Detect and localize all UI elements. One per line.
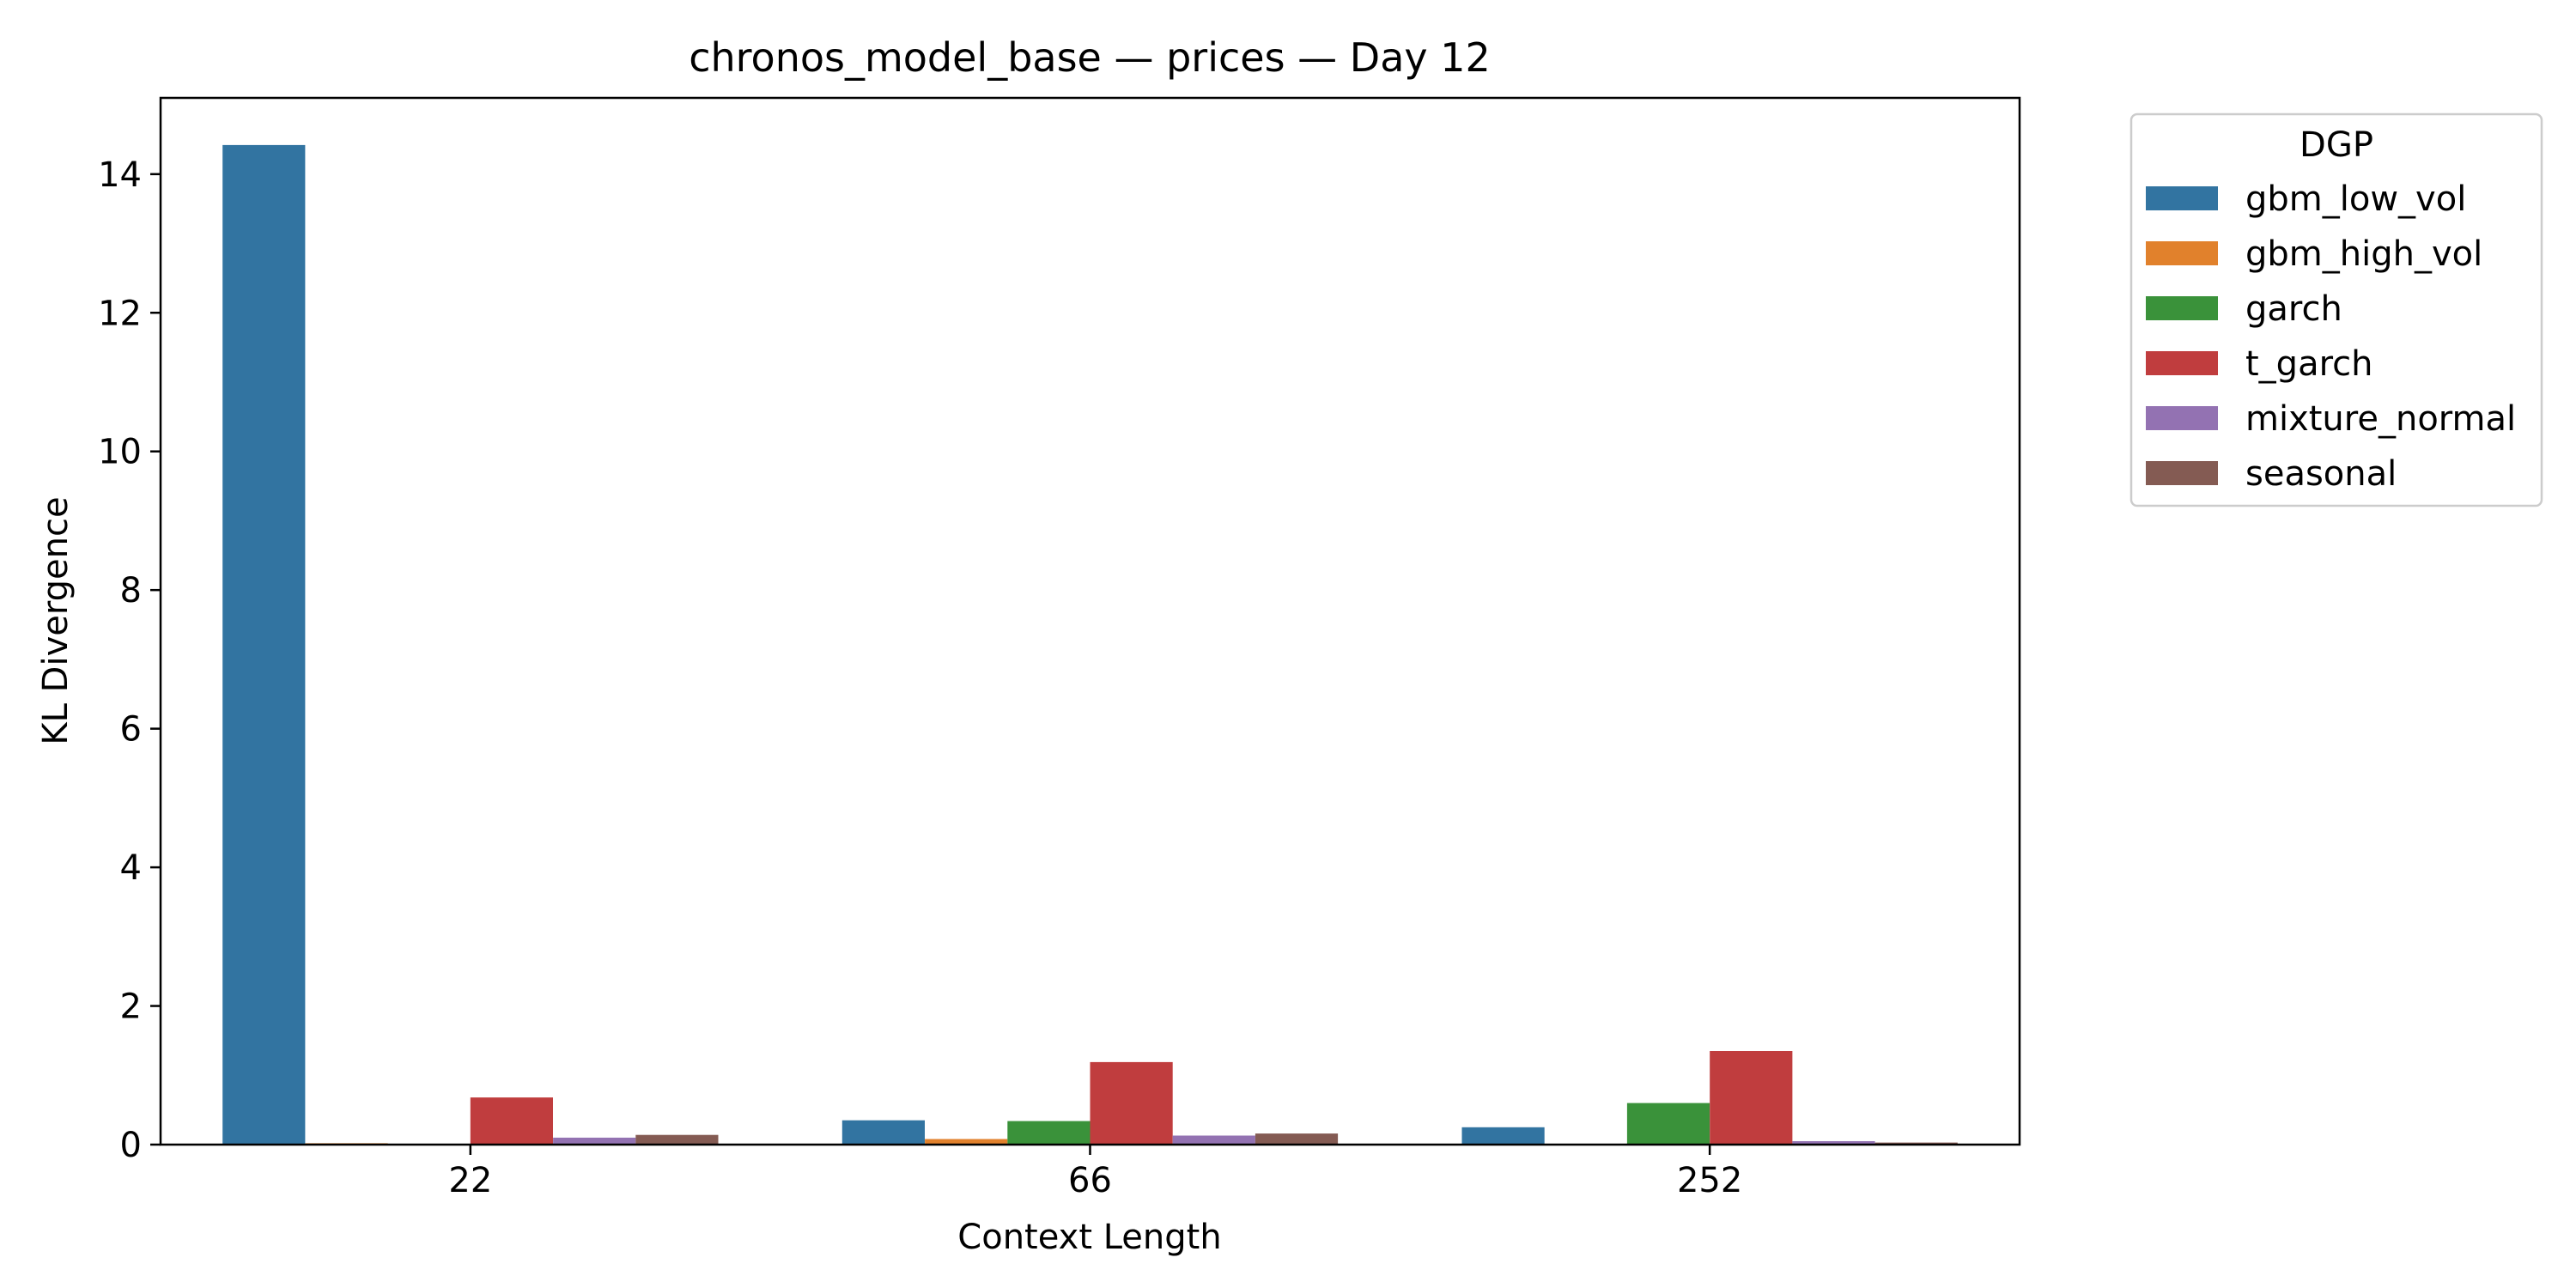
y-axis-label: KL Divergence (36, 496, 76, 744)
x-tick-label: 252 (1677, 1161, 1742, 1200)
bar-seasonal-66 (1255, 1133, 1339, 1145)
bar-garch-252 (1626, 1103, 1710, 1145)
y-tick-label: 12 (98, 294, 142, 333)
y-tick-label: 8 (120, 571, 142, 611)
legend-frame (2129, 112, 2543, 507)
legend-swatch (2146, 351, 2218, 375)
bar-t_garch-66 (1090, 1061, 1173, 1145)
legend-item-mixture_normal: mixture_normal (2146, 399, 2516, 439)
y-tick-label: 4 (120, 848, 142, 888)
legend-swatch (2146, 186, 2218, 210)
bar-gbm_high_vol-66 (925, 1139, 1008, 1145)
bars-layer (222, 144, 1958, 1145)
legend-item-gbm_high_vol: gbm_high_vol (2146, 234, 2482, 274)
legend-label: mixture_normal (2245, 399, 2516, 439)
y-axis: 0 2 4 6 8 10 12 14 (98, 155, 161, 1165)
legend-swatch (2146, 241, 2218, 265)
bar-mixture_normal-66 (1172, 1135, 1255, 1145)
y-tick-label: 6 (120, 710, 142, 750)
legend-label: garch (2245, 289, 2342, 329)
y-tick-label: 2 (120, 987, 142, 1027)
bar-seasonal-22 (635, 1134, 719, 1145)
legend-swatch (2146, 296, 2218, 320)
bar-gbm_low_vol-252 (1461, 1127, 1545, 1145)
legend-item-seasonal: seasonal (2146, 454, 2397, 494)
legend-title: DGP (2300, 125, 2373, 165)
x-tick-label: 22 (448, 1161, 492, 1200)
legend-label: seasonal (2245, 454, 2397, 494)
x-axis-label: Context Length (957, 1218, 1221, 1257)
legend-item-garch: garch (2146, 289, 2342, 329)
y-tick-label: 0 (120, 1126, 142, 1165)
bar-t_garch-22 (470, 1097, 553, 1145)
bar-gbm_low_vol-66 (841, 1120, 925, 1145)
bar-mixture_normal-22 (553, 1137, 636, 1145)
legend-swatch (2146, 461, 2218, 485)
legend-item-gbm_low_vol: gbm_low_vol (2146, 179, 2466, 219)
legend-label: t_garch (2245, 344, 2373, 384)
legend-item-t_garch: t_garch (2146, 344, 2373, 384)
y-tick-label: 14 (98, 155, 142, 195)
y-tick-label: 10 (98, 433, 142, 472)
chart-title: chronos_model_base — prices — Day 12 (689, 34, 1491, 81)
x-tick-label: 66 (1068, 1161, 1112, 1200)
x-axis: 22 66 252 (448, 1145, 1742, 1200)
bar-mixture_normal-252 (1792, 1141, 1875, 1145)
legend-label: gbm_low_vol (2245, 179, 2466, 219)
bar-gbm_low_vol-22 (222, 144, 306, 1145)
legend-swatch (2146, 406, 2218, 430)
legend-label: gbm_high_vol (2245, 234, 2482, 274)
bar-t_garch-252 (1710, 1051, 1793, 1145)
bar-garch-66 (1007, 1121, 1091, 1145)
